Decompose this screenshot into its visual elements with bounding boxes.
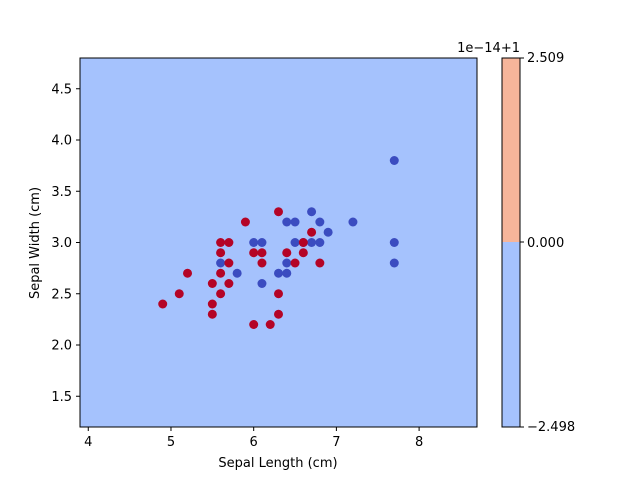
data-point-s0-13 xyxy=(282,258,292,268)
data-point-s1-5 xyxy=(282,248,292,258)
data-point-s0-7 xyxy=(307,207,317,217)
data-point-s0-20 xyxy=(216,258,226,268)
data-point-s1-15 xyxy=(224,238,234,247)
data-point-s0-1 xyxy=(389,238,399,247)
data-point-s1-4 xyxy=(290,258,300,268)
data-point-s0-15 xyxy=(274,268,283,278)
data-point-s0-18 xyxy=(249,238,259,247)
data-point-s0-5 xyxy=(315,217,325,227)
data-point-s1-19 xyxy=(216,248,226,258)
data-point-s0-10 xyxy=(290,217,300,227)
data-points xyxy=(158,156,399,329)
x-tick-label-1: 5 xyxy=(167,435,175,450)
data-point-s1-27 xyxy=(158,299,168,309)
data-point-s1-25 xyxy=(183,268,193,278)
data-point-s0-8 xyxy=(307,238,317,247)
y-tick-label-6: 4.5 xyxy=(51,82,72,97)
data-point-s1-16 xyxy=(224,258,234,268)
data-point-s1-13 xyxy=(249,320,259,329)
data-point-s1-17 xyxy=(224,279,234,288)
decision-region xyxy=(80,58,477,427)
data-point-s1-6 xyxy=(274,207,283,217)
data-point-s1-9 xyxy=(265,320,275,329)
data-point-s0-0 xyxy=(389,156,399,165)
y-axis-ticks: 1.5 2.0 2.5 3.0 3.5 4.0 4.5 xyxy=(51,82,80,405)
x-axis-ticks: 4 5 6 7 8 xyxy=(84,427,423,450)
y-tick-label-3: 3.0 xyxy=(51,236,72,251)
data-point-s1-22 xyxy=(207,279,217,288)
data-point-s0-17 xyxy=(257,279,267,288)
data-point-s1-1 xyxy=(307,227,317,237)
data-point-s1-23 xyxy=(207,299,217,309)
colorbar-lower-segment xyxy=(502,242,520,427)
x-tick-label-3: 7 xyxy=(332,435,340,450)
y-axis-label: Sepal Width (cm) xyxy=(28,187,43,299)
data-point-s0-12 xyxy=(282,217,292,227)
data-point-s0-6 xyxy=(315,238,325,247)
y-tick-label-4: 3.5 xyxy=(51,185,72,200)
y-tick-label-2: 2.5 xyxy=(51,287,72,302)
data-point-s1-18 xyxy=(216,238,226,247)
y-tick-label-5: 4.0 xyxy=(51,134,72,149)
data-point-s1-12 xyxy=(249,248,259,258)
data-point-s1-0 xyxy=(315,258,325,268)
colorbar-offset-label: 1e−14+1 xyxy=(457,41,520,56)
colorbar-tick-label-middle: 0.000 xyxy=(527,236,564,251)
y-tick-label-1: 2.0 xyxy=(51,339,72,354)
data-point-s0-16 xyxy=(257,238,267,247)
data-point-s1-20 xyxy=(216,268,226,278)
colorbar-tick-label-bottom: −2.498 xyxy=(527,420,575,435)
data-point-s1-2 xyxy=(298,248,308,258)
data-point-s0-14 xyxy=(282,268,292,278)
colorbar-upper-segment xyxy=(502,58,520,242)
x-tick-label-0: 4 xyxy=(84,435,92,450)
data-point-s1-14 xyxy=(240,217,250,227)
data-point-s1-10 xyxy=(257,248,267,258)
data-point-s1-8 xyxy=(274,309,283,319)
data-point-s0-4 xyxy=(323,227,333,237)
data-point-s1-24 xyxy=(207,309,217,319)
data-point-s1-11 xyxy=(257,258,267,268)
data-point-s0-11 xyxy=(290,238,300,247)
data-point-s0-2 xyxy=(389,258,399,268)
colorbar-tick-label-top: 2.509 xyxy=(527,51,564,66)
data-point-s1-3 xyxy=(298,238,308,247)
x-axis-label: Sepal Length (cm) xyxy=(218,456,337,471)
data-point-s1-7 xyxy=(274,289,283,299)
data-point-s1-21 xyxy=(216,289,226,299)
data-point-s0-3 xyxy=(348,217,358,227)
data-point-s1-26 xyxy=(174,289,184,299)
x-tick-label-4: 8 xyxy=(415,435,423,450)
x-tick-label-2: 6 xyxy=(250,435,258,450)
y-tick-label-0: 1.5 xyxy=(51,390,72,405)
data-point-s0-19 xyxy=(232,268,242,278)
